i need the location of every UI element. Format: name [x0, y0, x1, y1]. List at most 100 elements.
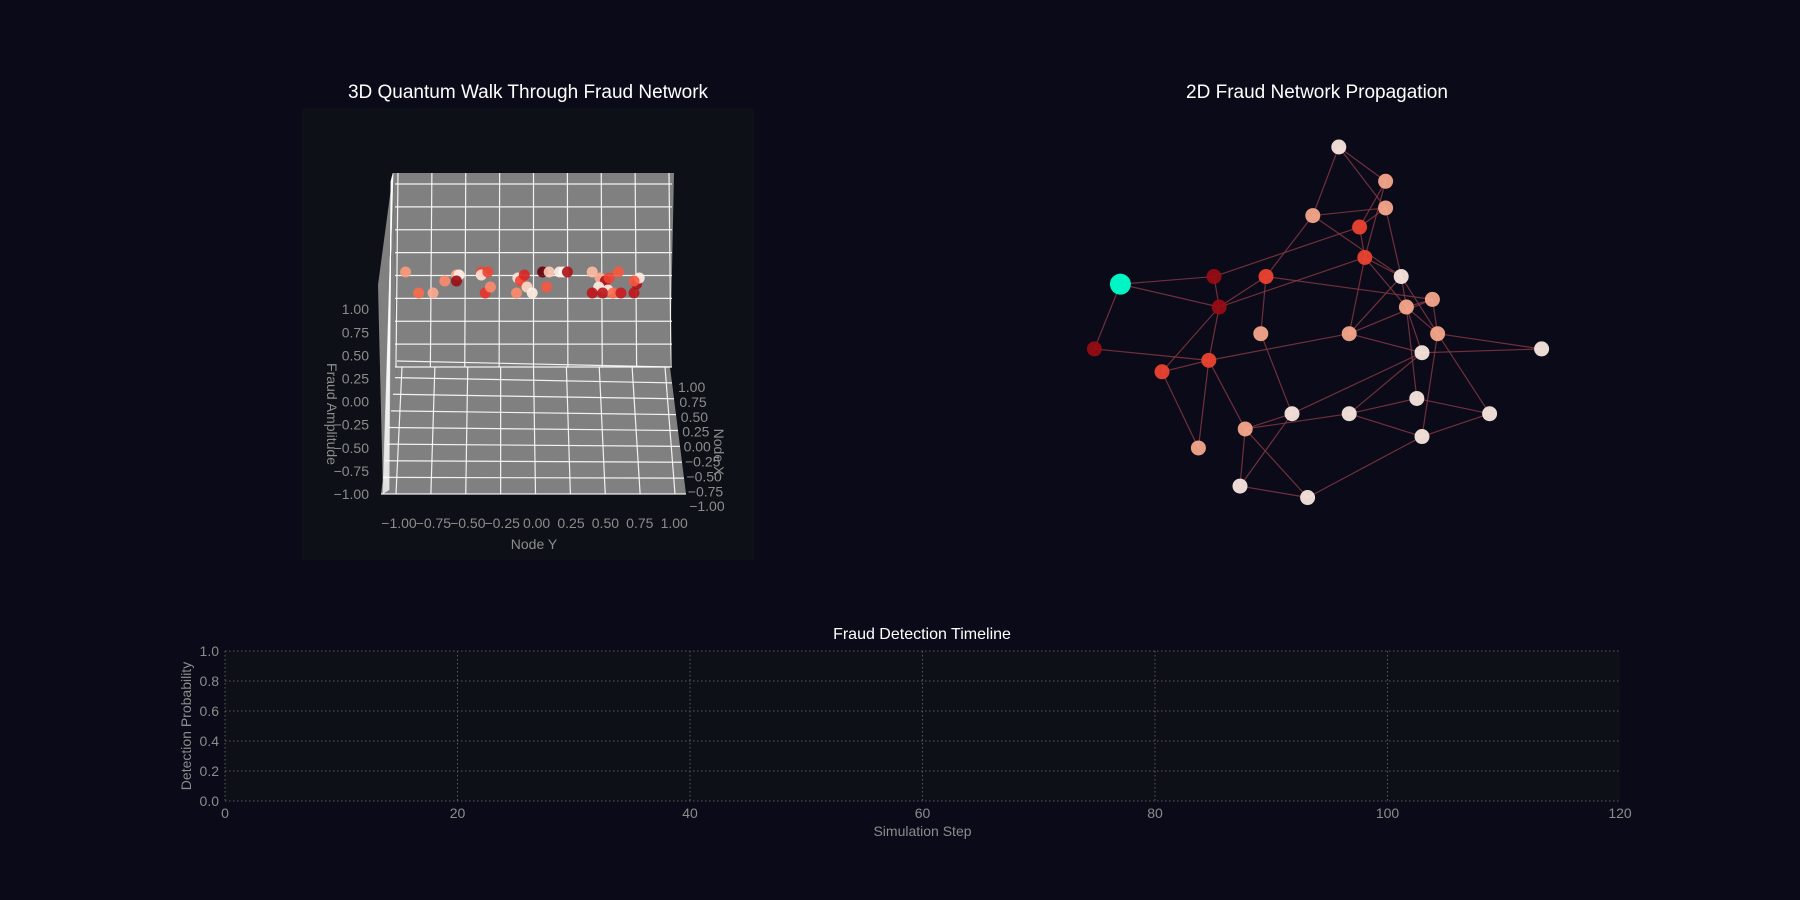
z-tick-label: 0.25 — [342, 371, 369, 387]
z-tick-label: 0.75 — [342, 324, 369, 340]
scatter-point-3d — [511, 287, 523, 299]
network-node — [1253, 326, 1269, 342]
network-edge — [1437, 333, 1491, 415]
network-edge — [1213, 226, 1360, 278]
timeline-x-tick-label: 0 — [221, 805, 229, 821]
timeline-plot-area — [225, 651, 1620, 801]
scatter-point-3d — [541, 281, 553, 293]
network-node — [1300, 490, 1316, 506]
network-edge — [1349, 397, 1417, 415]
axes-timeline: 0.0 0.2 0.4 0.6 0.8 1.0 0 20 40 60 80 100 120 Simulat… — [178, 643, 1632, 839]
z-tick-label: −0.50 — [334, 440, 370, 456]
network-node — [1232, 478, 1248, 494]
grid-line-y-floor — [631, 366, 641, 495]
x-tick-label: 1.00 — [678, 379, 705, 395]
network-node — [1190, 440, 1206, 456]
scatter-point-3d — [427, 287, 439, 299]
network-edge — [1208, 306, 1220, 361]
chart-title-3d: 3D Quantum Walk Through Fraud Network — [347, 82, 709, 103]
network-node — [1341, 326, 1357, 342]
z-tick-label: 1.00 — [342, 301, 369, 317]
x-tick-label: −0.75 — [688, 483, 724, 499]
scatter-point-3d — [518, 269, 530, 281]
scatter-point-3d — [586, 287, 598, 299]
network-edge — [1239, 413, 1293, 487]
network-edge — [1219, 256, 1365, 308]
grid-line-y-floor — [598, 366, 606, 495]
network-node — [1258, 269, 1274, 285]
timeline-x-axis-label: Simulation Step — [873, 823, 971, 839]
network-edge — [1348, 352, 1423, 415]
grid-line-x — [396, 360, 671, 368]
network-node — [1430, 326, 1446, 342]
network-edge — [1364, 257, 1407, 308]
scatter-point-3d — [400, 266, 412, 278]
network-edge — [1197, 360, 1210, 449]
timeline-x-tick-label: 100 — [1376, 805, 1400, 821]
network-edge — [1416, 397, 1490, 415]
scatter-point-3d — [451, 275, 463, 287]
x-tick-label: 0.50 — [681, 409, 708, 425]
grid-line-y-floor — [465, 366, 469, 495]
network-node — [1482, 406, 1498, 422]
timeline-y-axis-label: Detection Probability — [178, 662, 194, 790]
y-tick-label: −0.75 — [416, 515, 452, 531]
network-edge — [1349, 333, 1423, 354]
z-tick-label: −0.75 — [334, 463, 370, 479]
x-tick-label: −0.25 — [685, 454, 721, 470]
network-node — [1341, 406, 1357, 422]
network-edge — [1338, 146, 1386, 182]
scatter-point-3d — [607, 287, 619, 299]
network-node — [1378, 200, 1394, 216]
scatter-point-3d — [628, 287, 640, 299]
network-edge — [1312, 207, 1386, 217]
scatter-point-3d — [526, 287, 538, 299]
x-tick-label: 0.25 — [682, 424, 709, 440]
network-edge — [1348, 276, 1402, 335]
network-node — [1393, 269, 1409, 285]
network-edge — [1364, 181, 1387, 258]
y-tick-label: −0.50 — [450, 515, 486, 531]
network-node — [1398, 299, 1414, 315]
y-tick-label: 1.00 — [661, 515, 688, 531]
y-tick-label: 0.25 — [557, 515, 584, 531]
timeline-x-tick-label: 40 — [682, 805, 698, 821]
grid-line-y-floor — [532, 366, 537, 495]
y-tick-label: −1.00 — [381, 515, 417, 531]
network-node — [1211, 299, 1227, 315]
grid-line-x — [388, 426, 679, 432]
grid-line-y — [600, 172, 603, 368]
scatter-point-3d — [482, 266, 494, 278]
x-tick-label: 0.00 — [684, 439, 711, 455]
network-node — [1206, 269, 1222, 285]
scatter-point-3d — [561, 266, 573, 278]
network-node — [1331, 139, 1347, 155]
scatter-point-3d — [628, 275, 640, 287]
network-node — [1154, 364, 1170, 380]
network-edge — [1245, 413, 1293, 430]
grid-line-y — [498, 172, 501, 368]
network-edge — [1421, 348, 1542, 354]
network-node — [1414, 345, 1430, 361]
y-tick-label: −0.25 — [484, 515, 520, 531]
network-edge — [1437, 333, 1542, 350]
grid-line-y — [668, 172, 672, 368]
network-edge — [1161, 371, 1199, 449]
scatter-point-3d — [439, 275, 451, 287]
network-node — [1357, 249, 1373, 265]
x-axis-label: Node X — [711, 429, 727, 476]
grid-line-x — [382, 476, 685, 479]
network-edge — [1385, 207, 1402, 277]
chart-title-2d: 2D Fraud Network Propagation — [1186, 82, 1448, 103]
chart-title-timeline: Fraud Detection Timeline — [833, 626, 1011, 643]
network-edge — [1421, 333, 1439, 437]
scatter-point-3d — [597, 287, 609, 299]
network-edge — [1405, 306, 1423, 353]
network-edge — [1120, 283, 1220, 308]
network-edge — [1260, 276, 1267, 334]
scatter-point-3d — [484, 281, 496, 293]
grid-line-y-floor — [395, 366, 403, 495]
scatter-point-3d — [543, 266, 555, 278]
network-node — [1414, 429, 1430, 445]
